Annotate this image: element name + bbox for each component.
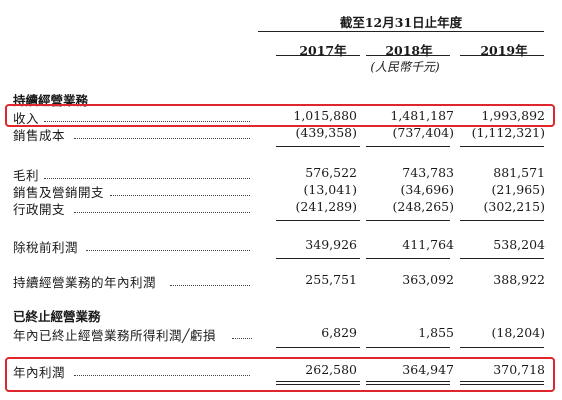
subtotal-rule-2017 (276, 220, 360, 221)
row-label-gross-profit: 毛利 (13, 168, 40, 183)
cell-continuing-profit-2018: 363,092 (402, 272, 454, 287)
cell-gross-profit-2017: 576,522 (305, 165, 357, 180)
subtotal-rule-2018 (366, 220, 450, 221)
leader-dots (170, 285, 250, 286)
leader-dots (86, 250, 250, 251)
subtotal-rule-2017 (276, 146, 360, 147)
leader-dots (74, 375, 250, 376)
total-double-rule-2018 (366, 384, 450, 385)
subtotal-rule-2019 (460, 258, 544, 259)
cell-continuing-profit-2019: 388,922 (493, 272, 545, 287)
row-label-profit-for-year: 年內利潤 (13, 365, 66, 380)
cell-selling-expenses-2019: (21,965) (491, 182, 546, 197)
subtotal-rule-2019 (460, 146, 544, 147)
highlight-box-profit-for-year (5, 357, 555, 392)
year-underline-2019 (460, 55, 544, 56)
subtotal-rule-2019 (460, 347, 544, 348)
cell-gross-profit-2018: 743,783 (402, 165, 454, 180)
header-rule (258, 31, 544, 32)
total-double-rule-2019 (460, 384, 544, 385)
cell-admin-expenses-2017: (241,289) (295, 199, 357, 214)
cell-discontinued-profit-2018: 1,855 (418, 325, 454, 340)
year-header-2019: 2019年 (480, 43, 528, 58)
year-header-2017: 2017年 (299, 43, 347, 58)
leader-dots (232, 338, 252, 339)
row-label-selling-expenses: 銷售及營銷開支 (13, 185, 105, 200)
total-double-rule-2018 (366, 381, 450, 382)
cell-admin-expenses-2018: (248,265) (392, 199, 454, 214)
cell-profit-for-year-2018: 364,947 (402, 362, 454, 377)
row-label-admin-expenses: 行政開支 (13, 202, 66, 217)
row-label-cost-of-sales: 銷售成本 (13, 128, 66, 143)
subtotal-rule-2017 (276, 347, 360, 348)
cell-revenue-2018: 1,481,187 (390, 108, 454, 123)
leader-dots (74, 212, 250, 213)
year-underline-2017 (276, 55, 360, 56)
year-underline-2018 (366, 55, 450, 56)
leader-dots (74, 138, 250, 139)
leader-dots (110, 195, 250, 196)
cell-continuing-profit-2017: 255,751 (305, 272, 357, 287)
leader-dots (44, 178, 250, 179)
row-label-discontinued-profit: 年內已終止經營業務所得利潤╱虧損 (13, 328, 217, 343)
cell-cost-of-sales-2017: (439,358) (295, 125, 357, 140)
row-label-revenue: 收入 (13, 111, 40, 126)
unit-label: (人民幣千元) (370, 60, 440, 74)
cell-admin-expenses-2019: (302,215) (483, 199, 545, 214)
total-double-rule-2017 (276, 384, 360, 385)
cell-cost-of-sales-2018: (737,404) (392, 125, 454, 140)
cell-cost-of-sales-2019: (1,112,321) (471, 125, 545, 140)
period-header: 截至12月31日止年度 (339, 15, 463, 30)
cell-selling-expenses-2018: (34,696) (400, 182, 455, 197)
cell-revenue-2017: 1,015,880 (293, 108, 357, 123)
section-title-discontinued: 已終止經營業務 (13, 309, 101, 324)
cell-discontinued-profit-2017: 6,829 (321, 325, 357, 340)
subtotal-rule-2017 (276, 258, 360, 259)
subtotal-rule-2018 (366, 347, 450, 348)
highlight-box-revenue (5, 104, 555, 127)
cell-profit-for-year-2019: 370,718 (493, 362, 545, 377)
cell-revenue-2019: 1,993,892 (481, 108, 545, 123)
subtotal-rule-2018 (366, 146, 450, 147)
subtotal-rule-2018 (366, 258, 450, 259)
cell-profit-before-tax-2017: 349,926 (305, 237, 357, 252)
leader-dots (44, 121, 250, 122)
total-double-rule-2019 (460, 381, 544, 382)
year-header-2018: 2018年 (385, 43, 433, 58)
total-double-rule-2017 (276, 381, 360, 382)
cell-discontinued-profit-2019: (18,204) (491, 325, 546, 340)
cell-profit-before-tax-2019: 538,204 (493, 237, 545, 252)
row-label-continuing-profit: 持續經營業務的年內利潤 (13, 275, 157, 290)
subtotal-rule-2019 (460, 220, 544, 221)
cell-profit-for-year-2017: 262,580 (305, 362, 357, 377)
cell-gross-profit-2019: 881,571 (493, 165, 545, 180)
cell-profit-before-tax-2018: 411,764 (402, 237, 454, 252)
cell-selling-expenses-2017: (13,041) (303, 182, 358, 197)
row-label-profit-before-tax: 除稅前利潤 (13, 240, 79, 255)
